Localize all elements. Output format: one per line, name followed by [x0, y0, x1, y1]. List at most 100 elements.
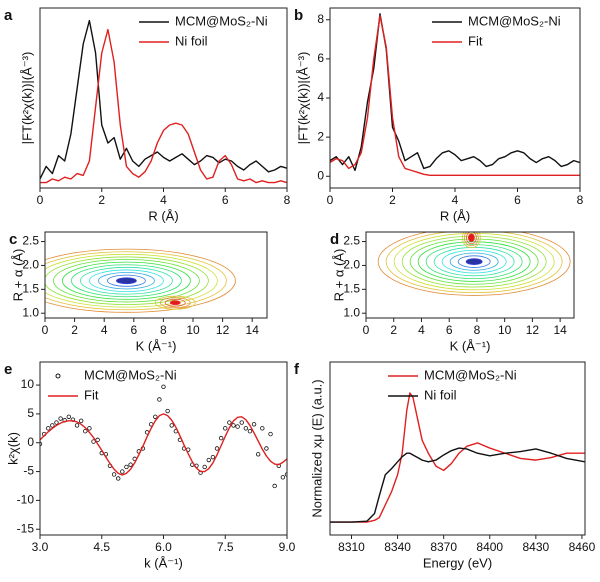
plot-area — [40, 19, 287, 184]
y-tick-label: 4 — [317, 90, 324, 104]
data-point — [251, 422, 257, 427]
x-tick-label: 4 — [160, 193, 167, 207]
data-point — [202, 464, 207, 470]
data-point — [231, 423, 236, 428]
x-tick-label: 0 — [37, 193, 44, 207]
x-tick-label: 8 — [577, 193, 584, 207]
y-tick-label: 10 — [21, 377, 35, 391]
data-point — [78, 418, 84, 424]
y-tick-label: 2 — [317, 129, 324, 143]
contour-ring — [107, 274, 146, 287]
y-axis-label: |FT(k²χ(k))|(Å⁻³) — [19, 52, 34, 145]
contour-ring — [164, 298, 186, 307]
data-point — [83, 429, 88, 434]
contour-peak — [467, 233, 475, 243]
legend-label: Fit — [468, 33, 483, 48]
contour-ring — [159, 297, 191, 309]
x-axis-label: K (Å⁻¹) — [450, 338, 491, 353]
y-tick-label: -5 — [23, 464, 34, 478]
legend-label: MCM@MoS₂-Ni — [424, 367, 517, 382]
series-line — [330, 447, 585, 523]
contour-ring — [45, 256, 209, 305]
data-point — [161, 384, 166, 389]
data-point — [66, 414, 72, 419]
contour-ring — [377, 232, 571, 296]
y-tick-label: 1.0 — [22, 305, 39, 319]
y-tick-label: 2.0 — [343, 258, 360, 272]
contour-ring — [457, 255, 491, 268]
x-tick-label: 3.0 — [32, 540, 49, 554]
legend-label: MCM@MoS₂-Ni — [175, 13, 268, 28]
axes-frame — [329, 361, 586, 536]
y-axis-label: |FT(k²χ(k))|(Å⁻³) — [295, 52, 310, 145]
data-point — [111, 472, 117, 477]
x-tick-label: 8 — [474, 323, 481, 337]
contour-ring — [461, 232, 481, 249]
data-point — [87, 426, 92, 431]
x-tick-label: 8340 — [384, 540, 411, 554]
data-point — [165, 408, 170, 414]
y-tick-label: 0 — [317, 168, 324, 182]
contour-ring — [393, 233, 555, 291]
y-tick-label: 1.5 — [343, 282, 360, 296]
series-line — [40, 19, 287, 180]
data-point — [128, 462, 133, 467]
panel-label: b — [294, 7, 303, 24]
series-line — [330, 392, 585, 523]
data-point — [223, 426, 228, 431]
data-point — [54, 420, 59, 425]
data-point — [120, 469, 125, 474]
panel-label: f — [294, 361, 300, 378]
x-tick-label: 8400 — [476, 540, 503, 554]
x-tick-label: 4 — [101, 323, 108, 337]
series-line — [330, 13, 580, 172]
x-tick-label: 12 — [216, 323, 230, 337]
data-point — [235, 424, 240, 429]
axes-frame — [39, 361, 288, 536]
axes-frame — [365, 231, 575, 319]
series-line — [40, 413, 287, 476]
x-axis-label: K (Å⁻¹) — [136, 338, 177, 353]
x-tick-label: 6 — [222, 193, 229, 207]
axes-frame — [39, 7, 288, 189]
y-tick-label: 1.0 — [343, 305, 360, 319]
series-line — [40, 28, 287, 184]
panel-label: a — [4, 7, 13, 24]
contour-peak — [465, 258, 483, 266]
x-tick-label: 0 — [327, 193, 334, 207]
x-tick-label: 12 — [526, 323, 540, 337]
data-point — [206, 457, 211, 463]
data-point — [243, 426, 249, 431]
x-tick-label: 14 — [553, 323, 567, 337]
x-tick-label: 6 — [514, 193, 521, 207]
data-point — [268, 431, 273, 437]
contour-ring — [45, 248, 236, 313]
contour-ring — [62, 261, 191, 300]
contour-ring — [417, 241, 531, 282]
legend-label: Ni foil — [175, 33, 208, 48]
x-tick-label: 6 — [446, 323, 453, 337]
data-point — [74, 423, 80, 428]
y-tick-label: 8 — [317, 12, 324, 26]
x-tick-label: 8430 — [522, 540, 549, 554]
data-point — [260, 426, 265, 431]
data-point — [272, 483, 277, 489]
plot-area — [40, 384, 287, 489]
y-axis-label: k²χ(k) — [5, 432, 20, 465]
y-axis-label: R + α (Å) — [10, 249, 25, 302]
contour-ring — [45, 251, 227, 311]
data-point — [227, 420, 232, 425]
contour-ring — [53, 259, 200, 303]
contour-ring — [385, 232, 563, 294]
data-point — [239, 420, 244, 425]
contour-ring — [449, 252, 499, 271]
x-tick-label: 10 — [498, 323, 512, 337]
y-axis-label: R + α (Å) — [331, 249, 346, 302]
x-tick-label: 2 — [71, 323, 78, 337]
data-point — [264, 446, 269, 451]
x-tick-label: 10 — [186, 323, 200, 337]
x-axis-label: k (Å⁻¹) — [144, 555, 183, 570]
legend-label: MCM@MoS₂-Ni — [84, 367, 177, 382]
panel-label: d — [330, 231, 339, 248]
x-axis-label: Energy (eV) — [423, 555, 492, 570]
